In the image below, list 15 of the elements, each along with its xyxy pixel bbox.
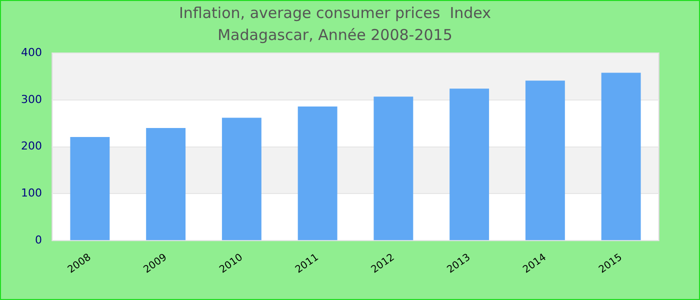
bar (298, 106, 338, 240)
y-tick-label: 100 (20, 186, 42, 200)
bar (601, 72, 641, 240)
bar (146, 128, 186, 240)
chart-title: Inflation, average consumer prices Index (178, 4, 492, 22)
chart-subtitle: Madagascar, Année 2008-2015 (218, 26, 452, 44)
bar (222, 118, 262, 240)
y-tick-label: 200 (20, 140, 42, 153)
bar (70, 136, 110, 240)
bar (450, 88, 490, 240)
y-tick-label: 400 (20, 46, 42, 59)
bar (525, 80, 565, 240)
y-tick-label: 0 (34, 233, 42, 246)
y-tick-label: 300 (20, 92, 42, 106)
bar (374, 96, 414, 240)
